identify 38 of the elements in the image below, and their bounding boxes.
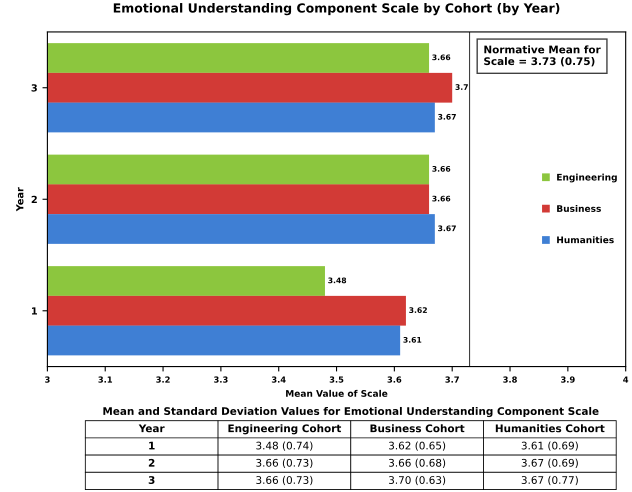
text: 3.66 (0.73) [256, 476, 312, 486]
text: 2 [148, 458, 154, 467]
legend-label: Business [557, 204, 601, 212]
text: 3.48 (0.74) [256, 441, 312, 451]
x-axis-title: Mean Value of Scale [286, 390, 388, 397]
legend-label: Engineering [557, 174, 617, 182]
x-tick-label: 3.7 [445, 376, 459, 383]
text: 3.61 (0.69) [522, 441, 578, 451]
text: 3.66 (0.73) [256, 458, 312, 468]
x-tick-label: 3.1 [98, 376, 112, 383]
x-tick-label: 4 [623, 376, 628, 383]
y-axis-title: Year [16, 187, 24, 212]
text: 3.66 (0.68) [389, 458, 446, 468]
text: 3.67 (0.69) [522, 458, 578, 468]
text: Mean and Standard Deviation Values for Emotional Understanding Component Scale [103, 406, 599, 418]
ref-line-label: Normative Mean for Scale = 3.73 (0.75) [484, 45, 601, 66]
legend-label: Humanities [557, 236, 614, 244]
x-tick-label: 3.8 [503, 376, 517, 383]
text: 3 [148, 476, 154, 484]
text: 3.70 (0.63) [389, 476, 446, 486]
x-tick-label: 3.3 [214, 376, 228, 383]
x-tick-label: 3 [45, 376, 50, 383]
text: Year [138, 424, 165, 432]
text: 3.62 (0.65) [389, 441, 446, 451]
text: Engineering Cohort [228, 424, 342, 434]
y-tick-label: 3 [32, 84, 37, 92]
y-tick-label: 2 [32, 196, 37, 203]
x-tick-label: 3.9 [561, 376, 575, 383]
x-tick-label: 3.5 [330, 376, 344, 383]
text: Business Cohort [370, 424, 464, 432]
x-tick-label: 3.4 [272, 376, 286, 383]
x-tick-label: 3.2 [156, 376, 170, 383]
x-tick-label: 3.6 [388, 376, 402, 383]
chart-title: Emotional Understanding Component Scale by Cohort (by Year) [114, 3, 560, 16]
text: 3.67 (0.77) [522, 476, 578, 486]
text: Humanities Cohort [496, 424, 605, 432]
text: 1 [149, 442, 155, 450]
y-tick-label: 1 [32, 307, 38, 314]
